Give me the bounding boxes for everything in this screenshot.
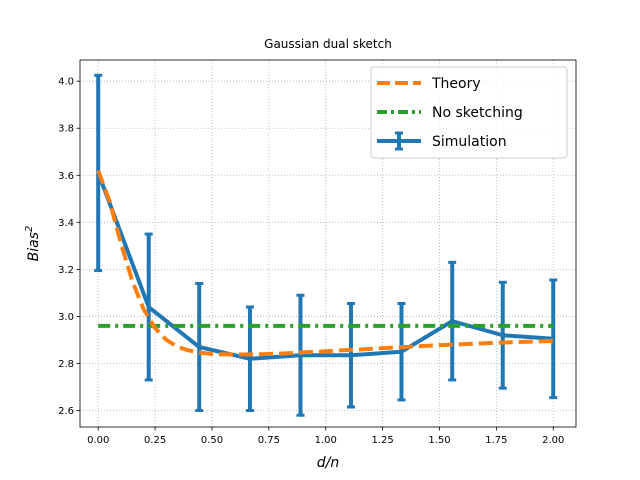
x-tick-label: 0.50	[201, 435, 223, 446]
x-tick-label: 1.75	[485, 435, 507, 446]
y-tick-label: 3.2	[58, 265, 74, 276]
x-tick-label: 0.75	[258, 435, 280, 446]
legend-label: No sketching	[432, 105, 523, 121]
y-tick-label: 3.0	[58, 312, 74, 323]
legend-label: Simulation	[432, 134, 507, 150]
legend-box	[370, 66, 568, 159]
y-tick-label: 2.8	[58, 359, 74, 370]
plot-frame	[79, 59, 577, 428]
x-tick-label: 0.25	[144, 435, 166, 446]
y-axis-label-base: Bias	[26, 232, 42, 261]
ticks: 0.00 0.25 0.50 0.75 1.00 1.25 1.50 1.75 2.00 2.6 2…	[58, 77, 564, 446]
x-tick-label: 2.00	[542, 435, 564, 446]
y-axis-label: Bias2	[24, 226, 42, 262]
y-tick-label: 4.0	[58, 77, 74, 88]
y-tick-label: 2.6	[58, 406, 74, 417]
y-tick-label: 3.8	[58, 124, 74, 135]
chart-title: Gaussian dual sketch	[264, 37, 392, 51]
x-tick-label: 1.25	[371, 435, 393, 446]
y-tick-label: 3.6	[58, 171, 74, 182]
x-tick-label: 0.00	[87, 435, 109, 446]
legend: Theory No sketching Simulation	[370, 66, 568, 159]
series-line-theory	[96, 169, 554, 357]
y-axis-label-sup: 2	[24, 226, 35, 232]
x-tick-label: 1.50	[428, 435, 450, 446]
legend-label: Theory	[431, 76, 481, 92]
x-axis-label: d/n	[317, 455, 339, 471]
series-layer	[94, 73, 558, 417]
x-tick-label: 1.00	[315, 435, 337, 446]
y-tick-label: 3.4	[58, 218, 74, 229]
